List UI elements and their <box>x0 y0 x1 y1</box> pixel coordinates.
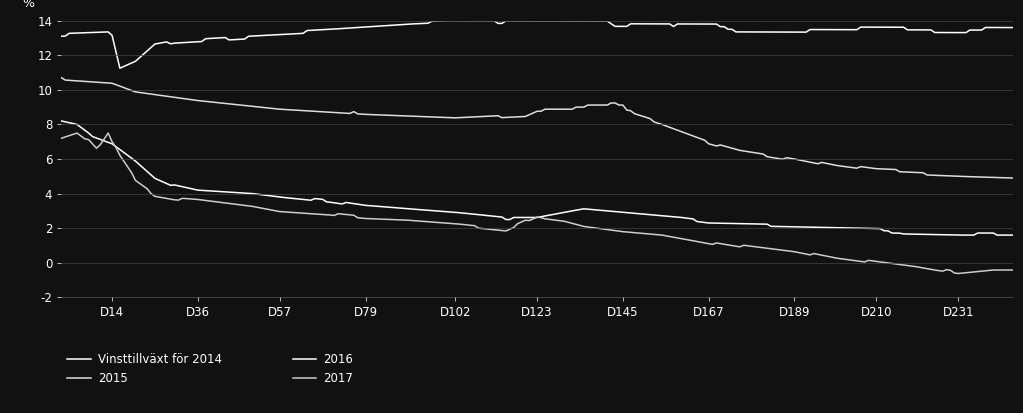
Line: 2016: 2016 <box>61 121 1013 235</box>
2016 <box>387 205 399 210</box>
Vinsttillväxt för 2014 <box>348 25 360 30</box>
Vinsttillväxt för 2014 <box>441 18 453 23</box>
Vinsttillväxt för 2014 <box>188 40 201 45</box>
Vinsttillväxt för 2014 <box>55 34 68 39</box>
2017 <box>512 221 524 226</box>
2015 <box>507 114 520 119</box>
2017 <box>348 213 360 218</box>
2016 <box>344 201 356 206</box>
Line: Vinsttillväxt för 2014: Vinsttillväxt för 2014 <box>61 21 1013 68</box>
2015 <box>387 113 399 118</box>
2017 <box>129 178 141 183</box>
Line: 2017: 2017 <box>61 133 1013 273</box>
2015 <box>344 111 356 116</box>
Legend: Vinsttillväxt för 2014, 2015, 2016, 2017: Vinsttillväxt för 2014, 2015, 2016, 2017 <box>68 353 353 385</box>
2016 <box>527 215 539 220</box>
2016 <box>507 215 520 220</box>
Vinsttillväxt för 2014 <box>1007 25 1019 30</box>
2017 <box>391 217 403 222</box>
Y-axis label: %: % <box>23 0 34 9</box>
2017 <box>1007 268 1019 273</box>
2015 <box>55 75 68 80</box>
2015 <box>1007 176 1019 180</box>
2017 <box>952 271 965 276</box>
Vinsttillväxt för 2014 <box>516 19 528 24</box>
2016 <box>126 156 138 161</box>
2017 <box>531 215 543 220</box>
2016 <box>1007 233 1019 237</box>
Vinsttillväxt för 2014 <box>129 59 141 64</box>
Vinsttillväxt för 2014 <box>391 22 403 27</box>
2017 <box>188 197 201 202</box>
Line: 2015: 2015 <box>61 78 1013 178</box>
2016 <box>55 119 68 123</box>
2015 <box>527 111 539 116</box>
2015 <box>184 97 196 102</box>
Vinsttillväxt för 2014 <box>535 19 547 24</box>
2017 <box>55 136 68 141</box>
2015 <box>126 88 138 93</box>
2016 <box>184 186 196 191</box>
Vinsttillväxt för 2014 <box>114 66 126 71</box>
2017 <box>71 131 83 135</box>
2016 <box>952 233 965 237</box>
